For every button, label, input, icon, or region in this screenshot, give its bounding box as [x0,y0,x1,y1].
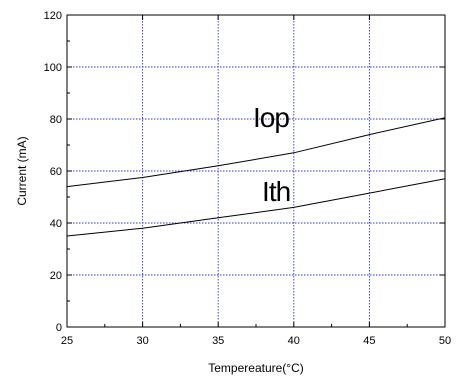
series-label-ith: Ith [262,176,290,207]
tick-label-layer: 25 30 35 40 45 50 0 20 40 60 80 100 120 [44,10,451,347]
x-tick-label-45: 45 [363,335,375,347]
x-tick-label-50: 50 [439,335,451,347]
tick-layer [66,14,446,328]
series-line-ith [66,178,446,237]
y-tick-label-100: 100 [44,62,62,74]
x-tick-label-35: 35 [212,335,224,347]
x-tick-label-25: 25 [61,335,73,347]
y-tick-label-0: 0 [56,322,62,334]
series-label-layer: Iop Ith [253,102,291,207]
y-tick-label-20: 20 [50,270,62,282]
y-tick-label-40: 40 [50,218,62,230]
series-line-iop [66,117,446,188]
x-tick-label-30: 30 [136,335,148,347]
x-axis-title: Tempereature(°C) [208,361,304,375]
y-tick-label-60: 60 [50,166,62,178]
curve-layer [66,117,446,237]
y-tick-label-120: 120 [44,10,62,22]
grid-layer [67,15,445,327]
y-tick-label-80: 80 [50,114,62,126]
x-tick-label-40: 40 [288,335,300,347]
series-label-iop: Iop [253,102,289,133]
y-axis-title: Current (mA) [15,136,29,205]
